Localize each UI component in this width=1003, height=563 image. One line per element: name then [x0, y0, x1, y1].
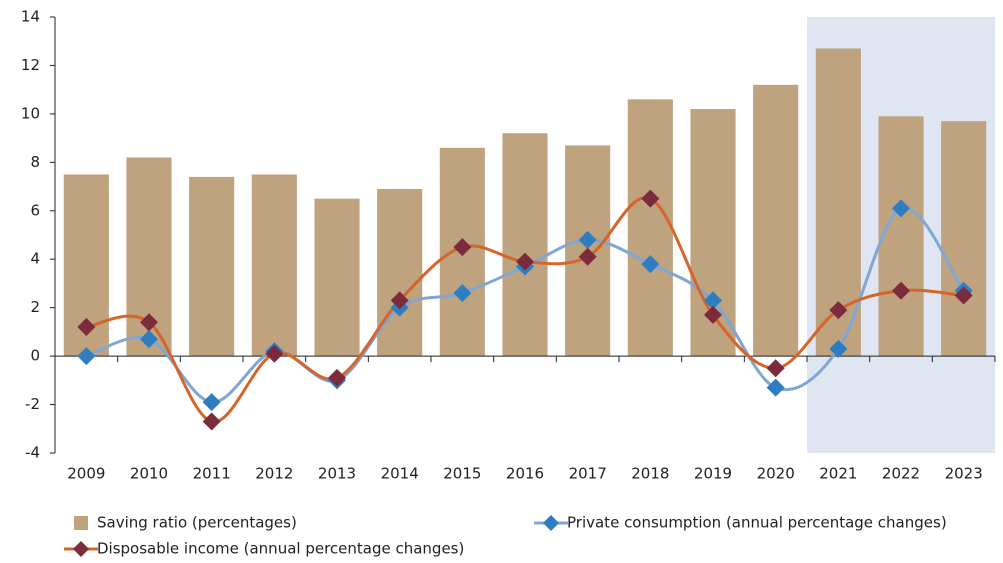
legend-label: Private consumption (annual percentage c… — [567, 514, 947, 532]
x-tick-label: 2014 — [381, 465, 419, 483]
x-tick-label: 2011 — [193, 465, 231, 483]
bar — [314, 198, 360, 357]
legend-marker — [543, 515, 559, 531]
marker — [328, 368, 346, 387]
x-tick-label: 2022 — [882, 465, 920, 483]
bar — [878, 116, 924, 357]
x-tick-label: 2023 — [945, 465, 983, 483]
marker — [641, 189, 660, 208]
y-tick-label: 8 — [30, 153, 40, 171]
marker — [578, 230, 597, 249]
bar — [189, 176, 235, 357]
bar — [627, 99, 673, 357]
marker — [641, 255, 660, 274]
marker — [390, 291, 409, 310]
y-tick-label: 14 — [21, 8, 40, 26]
x-tick-label: 2019 — [694, 465, 732, 483]
x-tick-label: 2013 — [318, 465, 356, 483]
bar — [502, 133, 548, 357]
marker — [140, 330, 158, 349]
marker — [954, 286, 973, 305]
marker — [704, 291, 722, 310]
bar — [251, 174, 297, 357]
x-tick-label: 2020 — [757, 465, 795, 483]
marker — [77, 347, 96, 366]
x-tick-label: 2017 — [569, 465, 607, 483]
marker — [766, 378, 785, 397]
marker — [140, 313, 158, 332]
y-tick-label: 0 — [30, 347, 40, 365]
marker — [704, 305, 722, 324]
y-tick-label: -4 — [25, 444, 40, 462]
marker — [578, 247, 597, 266]
marker — [516, 252, 534, 271]
x-tick-label: 2010 — [130, 465, 168, 483]
x-tick-label: 2021 — [819, 465, 857, 483]
legend-marker — [73, 541, 89, 557]
y-tick-label: -2 — [25, 395, 40, 413]
marker — [892, 281, 910, 300]
y-tick-label: 6 — [30, 201, 40, 219]
marker — [453, 284, 472, 303]
legend-label: Disposable income (annual percentage cha… — [97, 540, 464, 558]
y-tick-label: 2 — [30, 298, 40, 316]
x-tick-label: 2009 — [67, 465, 105, 483]
x-tick-label: 2018 — [631, 465, 669, 483]
y-tick-label: 10 — [21, 104, 40, 122]
y-tick-label: 12 — [21, 56, 40, 74]
marker — [892, 199, 910, 218]
bar — [753, 84, 799, 357]
marker — [77, 318, 96, 337]
marker — [829, 301, 848, 320]
marker — [265, 344, 284, 363]
bar — [941, 121, 987, 357]
marker — [829, 339, 848, 358]
marker — [202, 412, 221, 431]
marker — [766, 359, 785, 378]
x-tick-label: 2015 — [443, 465, 481, 483]
legend-swatch — [74, 516, 88, 530]
bar — [377, 188, 423, 357]
legend-label: Saving ratio (percentages) — [97, 514, 297, 532]
x-tick-label: 2016 — [506, 465, 544, 483]
marker — [453, 238, 472, 257]
x-tick-label: 2012 — [255, 465, 293, 483]
y-tick-label: 4 — [30, 250, 40, 268]
marker — [202, 393, 221, 412]
